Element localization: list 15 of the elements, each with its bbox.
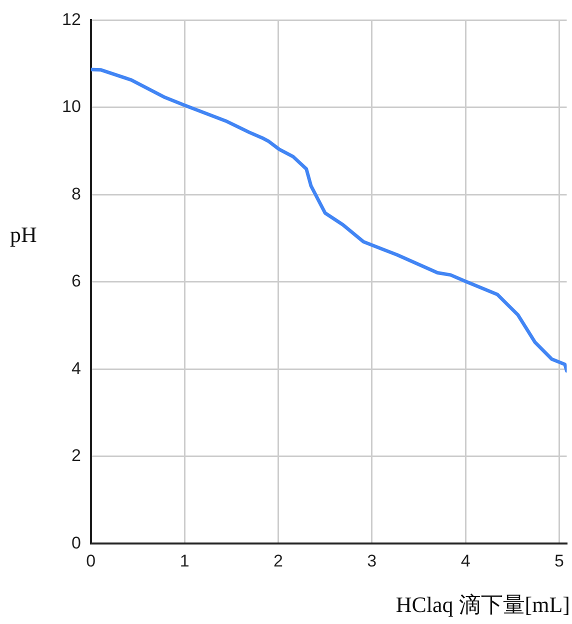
y-tick-label: 8 <box>71 184 81 204</box>
y-tick-label: 10 <box>62 97 81 116</box>
x-tick-label: 3 <box>367 551 377 570</box>
y-tick-label: 6 <box>71 272 81 291</box>
x-tick-label: 5 <box>554 551 564 570</box>
y-tick-label: 0 <box>71 533 81 552</box>
x-tick-label: 0 <box>86 551 96 570</box>
y-tick-label: 4 <box>71 358 81 378</box>
x-tick-label: 4 <box>460 551 470 570</box>
y-tick-label: 12 <box>62 10 81 29</box>
x-tick-label: 2 <box>274 551 283 570</box>
x-axis-title: HClaq 滴下量[mL] <box>396 591 570 619</box>
x-tick-label: 1 <box>180 551 190 570</box>
y-axis-title: pH <box>10 222 37 248</box>
y-tick-label: 2 <box>71 446 81 466</box>
